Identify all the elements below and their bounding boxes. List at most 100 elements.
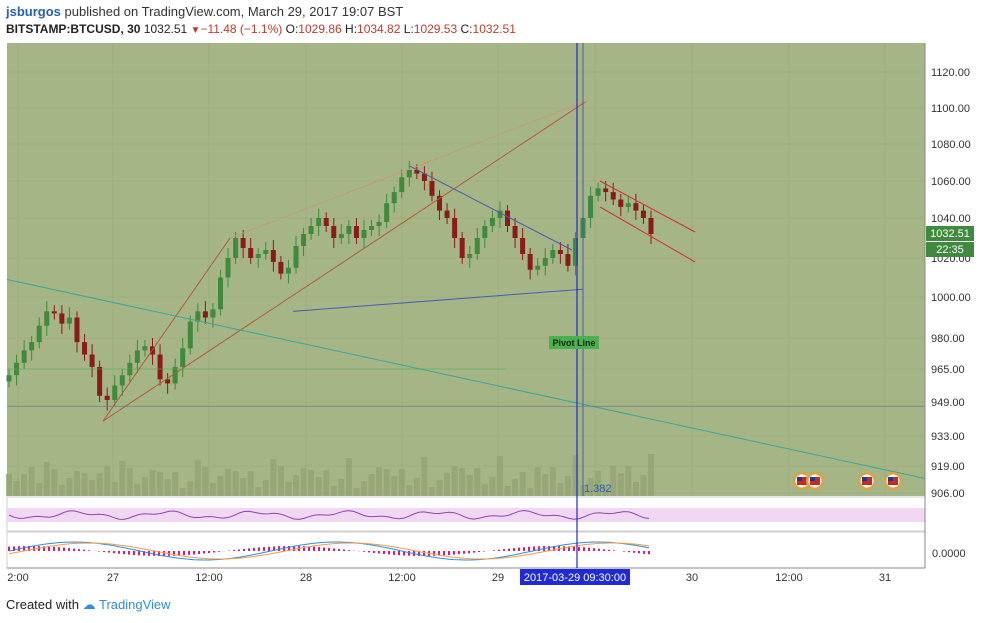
candle-body — [66, 317, 72, 324]
tradingview-link[interactable]: TradingView — [99, 597, 171, 612]
open-label: O: — [285, 22, 299, 36]
volume-bar — [209, 483, 216, 496]
volume-bar — [572, 455, 579, 496]
volume-bar — [111, 482, 118, 496]
candle-body — [648, 218, 654, 234]
candle-body — [633, 203, 639, 211]
volume-bar — [527, 488, 534, 496]
down-arrow-icon: ▼ — [190, 25, 201, 36]
candle-body — [142, 346, 148, 351]
close-label: C: — [460, 22, 473, 36]
volume-bar — [172, 472, 179, 496]
candle-body — [542, 258, 548, 266]
candle-body — [414, 169, 420, 174]
volume-bar — [300, 468, 307, 496]
last-price-badge-text: 1032.51 — [930, 228, 970, 240]
high-label: H: — [345, 22, 358, 36]
volume-bar — [421, 457, 428, 496]
price-tick-label: 1080.00 — [931, 139, 971, 151]
descending-trend-line — [6, 278, 926, 479]
time-tick-label: 30 — [686, 572, 698, 584]
candle-body — [157, 354, 163, 380]
signal-line — [8, 542, 650, 560]
candles — [6, 160, 654, 411]
candle-body — [29, 342, 35, 351]
volume-bar — [126, 468, 133, 496]
price-tick-label: 906.00 — [931, 488, 965, 500]
change-value: −11.48 (−1.1%) — [200, 22, 283, 36]
candle-body — [301, 234, 307, 246]
volume-bar — [6, 474, 12, 496]
volume-bar — [28, 467, 35, 496]
volume-bar — [512, 479, 519, 496]
drawings — [6, 100, 926, 479]
price-tick-label: 1060.00 — [931, 176, 971, 188]
trend-line — [102, 100, 588, 422]
candle-body — [51, 311, 57, 314]
volume-bar — [43, 462, 50, 496]
pivot-label: Pivot Line — [552, 338, 595, 348]
us-flag-icon[interactable] — [806, 472, 824, 490]
candle-body — [572, 238, 578, 266]
volume-bar — [255, 487, 262, 496]
candle-body — [134, 350, 140, 363]
volume-bar — [444, 473, 451, 496]
candle-body — [467, 254, 473, 258]
volume-bar — [73, 471, 80, 496]
price-tick-label: 933.00 — [931, 431, 965, 443]
rsi-line — [8, 509, 650, 520]
volume-bar — [557, 483, 564, 496]
volume-bar — [391, 476, 398, 496]
volume-bar — [104, 466, 111, 496]
volume-bar — [345, 458, 352, 496]
volume-bar — [376, 467, 383, 496]
candle-body — [399, 177, 405, 193]
author-link[interactable]: jsburgos — [6, 4, 61, 19]
candle-body — [444, 210, 450, 218]
candle-body — [497, 210, 503, 218]
macd-axis-label: 0.0000 — [932, 548, 966, 560]
price-tick-label: 919.00 — [931, 461, 965, 473]
candle-body — [21, 350, 27, 363]
volume-bar — [534, 467, 541, 496]
volume-bar — [58, 485, 65, 496]
us-flag-icon[interactable] — [884, 472, 902, 490]
candle-body — [263, 250, 269, 254]
candle-body — [323, 218, 329, 226]
volume-bar — [368, 474, 375, 496]
volume-bar — [81, 473, 88, 496]
candle-body — [610, 192, 616, 200]
candle-body — [119, 375, 125, 386]
volume-bar — [89, 480, 96, 496]
us-flag-icon[interactable] — [793, 472, 811, 490]
countdown-badge — [926, 242, 974, 257]
arrow-line — [292, 288, 584, 312]
candle-body — [270, 250, 276, 262]
volume-bar — [451, 466, 458, 496]
volume-bar — [383, 469, 390, 496]
candle-body — [369, 226, 375, 230]
time-tick-label: 29 — [492, 572, 504, 584]
volume-bar — [285, 482, 292, 496]
us-flag-icon[interactable] — [858, 472, 876, 490]
volume-bar — [474, 468, 481, 496]
volume-bar — [398, 469, 405, 496]
candle-body — [376, 222, 382, 226]
candle-body — [293, 246, 299, 268]
volume-bar — [496, 456, 503, 496]
last-price-badge — [926, 226, 974, 241]
tradingview-logo-icon: ☁ — [82, 597, 96, 612]
price-tick-label: 1120.00 — [931, 67, 970, 79]
volume-bar — [428, 487, 435, 496]
volume-bar — [330, 486, 337, 496]
channel-line — [599, 180, 696, 233]
cursor-time-label: 2017-03-29 09:30:00 — [524, 572, 626, 584]
candle-body — [112, 385, 118, 400]
volume-bar — [119, 461, 126, 496]
volume-bar — [406, 485, 413, 496]
volume-bar — [232, 471, 239, 496]
candle-body — [187, 321, 193, 349]
volume-bar — [648, 454, 654, 496]
candle-body — [550, 250, 556, 258]
